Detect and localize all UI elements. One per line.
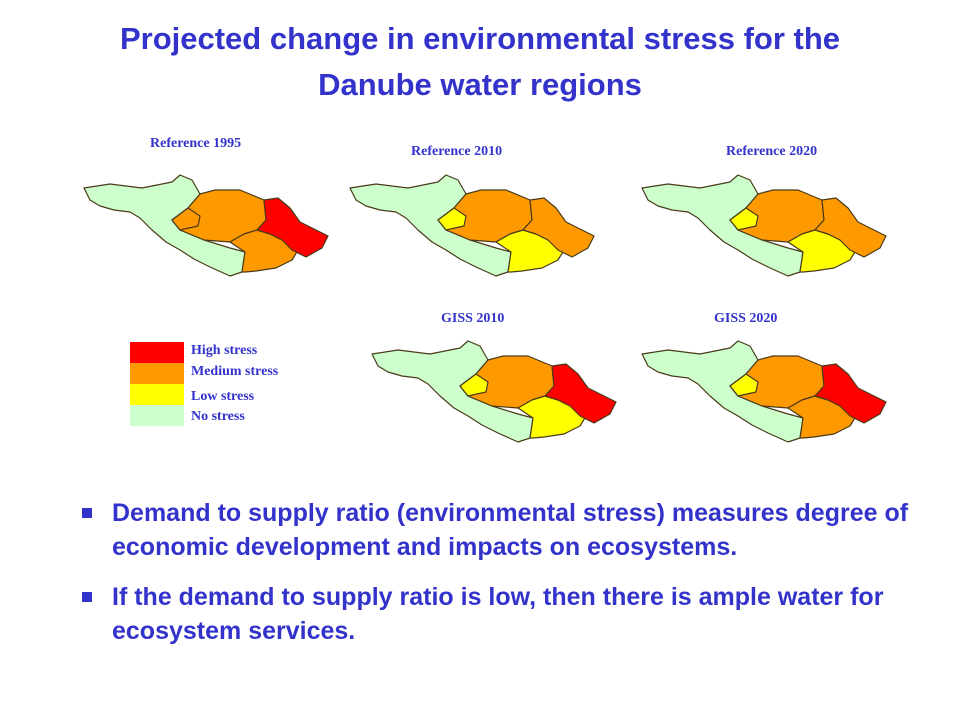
slide-title: Projected change in environmental stress…	[0, 16, 960, 108]
map-region-east	[814, 363, 887, 424]
map-region-east	[544, 363, 617, 424]
map-region-east	[256, 197, 329, 258]
legend-swatch-low	[130, 384, 184, 405]
legend-label-high: High stress	[191, 343, 258, 358]
danube-map-giss-2020	[641, 340, 887, 443]
danube-map-giss-2010	[371, 340, 617, 443]
bullet-item: Demand to supply ratio (environmental st…	[78, 496, 938, 564]
legend-swatch-medium	[130, 363, 184, 384]
title-line-1: Projected change in environmental stress…	[119, 21, 841, 56]
map-region-small	[729, 207, 759, 231]
title-line-2: Danube water regions	[318, 67, 642, 102]
map-region-small	[729, 373, 759, 397]
map-region-small	[171, 207, 201, 231]
legend-label-medium: Medium stress	[191, 364, 279, 379]
map-region-east	[522, 197, 595, 258]
bullet-list: Demand to supply ratio (environmental st…	[78, 496, 938, 664]
bullet-item: If the demand to supply ratio is low, th…	[78, 580, 938, 648]
map-label-reference-2010: Reference 2010	[411, 144, 503, 159]
danube-map-reference-1995	[83, 174, 329, 277]
danube-map-reference-2010	[349, 174, 595, 277]
square-bullet-icon	[82, 592, 92, 602]
legend-label-none: No stress	[191, 409, 245, 424]
map-label-giss-2020: GISS 2020	[714, 311, 778, 326]
legend-swatch-none	[130, 405, 184, 426]
map-region-east	[814, 197, 887, 258]
map-label-giss-2010: GISS 2010	[441, 311, 505, 326]
legend-swatch-high	[130, 342, 184, 363]
legend-label-low: Low stress	[191, 389, 255, 404]
map-region-small	[459, 373, 489, 397]
stress-legend: High stress Medium stress Low stress No …	[130, 342, 330, 432]
square-bullet-icon	[82, 508, 92, 518]
bullet-text: If the demand to supply ratio is low, th…	[112, 583, 884, 645]
map-region-small	[437, 207, 467, 231]
map-label-reference-2020: Reference 2020	[726, 144, 818, 159]
map-label-reference-1995: Reference 1995	[150, 136, 242, 151]
danube-map-reference-2020	[641, 174, 887, 277]
bullet-text: Demand to supply ratio (environmental st…	[112, 499, 909, 561]
